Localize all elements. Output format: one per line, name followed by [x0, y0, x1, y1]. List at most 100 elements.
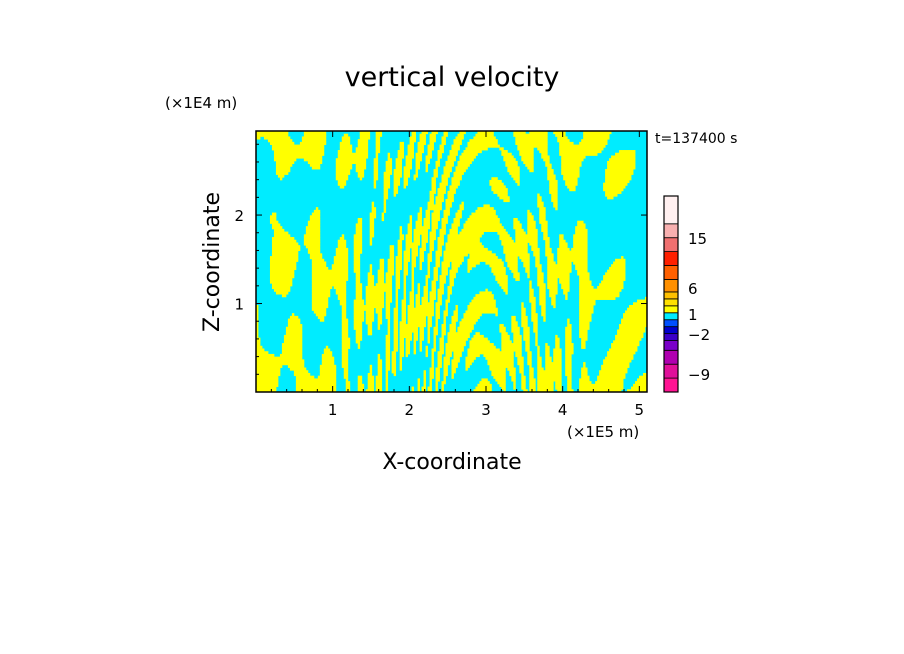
- heatmap-cell: [547, 174, 556, 178]
- heatmap-cell: [439, 275, 446, 279]
- heatmap-cell: [491, 177, 498, 181]
- heatmap-cell: [597, 375, 626, 379]
- heatmap-cell: [419, 340, 422, 344]
- heatmap-cell: [401, 299, 407, 303]
- heatmap-cell: [379, 264, 385, 268]
- heatmap-cell: [405, 163, 412, 167]
- heatmap-cell: [547, 171, 554, 175]
- heatmap-cell: [405, 348, 411, 352]
- colorbar-swatch: [663, 298, 679, 307]
- heatmap-cell: [553, 351, 562, 355]
- heatmap-cell: [427, 334, 430, 339]
- heatmap-cell: [275, 171, 289, 175]
- heatmap-cell: [311, 261, 327, 265]
- heatmap-cell: [515, 234, 538, 238]
- heatmap-cell: [423, 220, 430, 224]
- heatmap-cell: [367, 280, 375, 284]
- heatmap-cell: [579, 280, 592, 284]
- heatmap-cell: [603, 359, 632, 363]
- heatmap-cell: [393, 321, 399, 325]
- heatmap-cell: [256, 131, 289, 135]
- heatmap-cell: [403, 296, 407, 300]
- heatmap-cell: [531, 315, 538, 319]
- heatmap-cell: [475, 294, 494, 298]
- heatmap-cell: [273, 234, 291, 238]
- heatmap-cell: [429, 378, 432, 382]
- heatmap-cell: [445, 163, 454, 167]
- heatmap-cell: [403, 275, 407, 279]
- heatmap-cell: [453, 218, 460, 222]
- heatmap-cell: [539, 215, 546, 219]
- heatmap-cell: [427, 258, 432, 262]
- heatmap-cell: [419, 133, 426, 137]
- heatmap-cell: [511, 321, 518, 325]
- heatmap-cell: [287, 324, 303, 328]
- heatmap-cell: [579, 313, 592, 317]
- heatmap-cell: [579, 285, 594, 290]
- heatmap-cell: [579, 288, 622, 292]
- heatmap-cell: [515, 277, 520, 281]
- heatmap-cell: [447, 196, 454, 200]
- heatmap-cell: [335, 247, 349, 252]
- heatmap-cell: [441, 272, 448, 276]
- heatmap-cell: [387, 152, 391, 156]
- heatmap-cell: [621, 256, 624, 260]
- heatmap-cell: [373, 169, 379, 173]
- heatmap-cell: [341, 351, 349, 355]
- heatmap-cell: [565, 370, 572, 374]
- heatmap-cell: [547, 280, 558, 284]
- heatmap-cell: [439, 343, 444, 347]
- heatmap-cell: [273, 152, 325, 156]
- heatmap-cell: [565, 334, 572, 339]
- heatmap-cell: [565, 294, 568, 298]
- heatmap-cell: [385, 340, 391, 344]
- heatmap-cell: [493, 272, 506, 276]
- heatmap-cell: [537, 348, 540, 352]
- heatmap-cell: [335, 250, 349, 254]
- heatmap-cell: [545, 250, 552, 254]
- heatmap-cell: [385, 296, 393, 300]
- x-tick-label: 5: [635, 401, 645, 419]
- heatmap-cell: [459, 207, 464, 211]
- heatmap-cell: [555, 337, 560, 341]
- heatmap-cell: [431, 356, 434, 360]
- heatmap-cell: [333, 258, 349, 262]
- heatmap-cell: [595, 381, 624, 385]
- heatmap-cell: [355, 272, 361, 276]
- heatmap-cell: [603, 362, 630, 366]
- heatmap-cell: [513, 386, 516, 390]
- heatmap-cell: [335, 158, 367, 162]
- heatmap-cell: [505, 253, 530, 257]
- heatmap-cell: [577, 269, 588, 273]
- heatmap-cell: [431, 362, 434, 366]
- heatmap-cell: [405, 340, 411, 344]
- heatmap-cell: [521, 383, 526, 387]
- heatmap-cell: [429, 141, 434, 145]
- heatmap-cell: [365, 313, 375, 317]
- heatmap-cell: [449, 269, 458, 273]
- heatmap-cell: [355, 294, 363, 298]
- heatmap-cell: [385, 381, 389, 385]
- heatmap-cell: [435, 313, 440, 317]
- heatmap-cell: [357, 139, 369, 143]
- heatmap-cell: [527, 166, 534, 170]
- heatmap-cell: [555, 207, 558, 211]
- heatmap-cell: [461, 228, 506, 232]
- heatmap-cell: [461, 318, 478, 322]
- heatmap-cell: [497, 193, 508, 197]
- heatmap-cell: [499, 324, 504, 328]
- heatmap-cell: [375, 378, 383, 382]
- heatmap-cell: [369, 228, 375, 232]
- heatmap-cell: [345, 383, 351, 387]
- heatmap-cell: [545, 253, 554, 257]
- heatmap-cell: [275, 160, 295, 165]
- heatmap-cell: [355, 147, 369, 151]
- heatmap-cell: [403, 185, 407, 189]
- heatmap-cell: [399, 348, 405, 352]
- heatmap-cell: [539, 212, 546, 216]
- heatmap-cell: [429, 231, 436, 235]
- heatmap-cell: [307, 250, 321, 254]
- heatmap-cell: [391, 353, 397, 358]
- heatmap-cell: [447, 234, 482, 238]
- heatmap-cell: [541, 152, 548, 156]
